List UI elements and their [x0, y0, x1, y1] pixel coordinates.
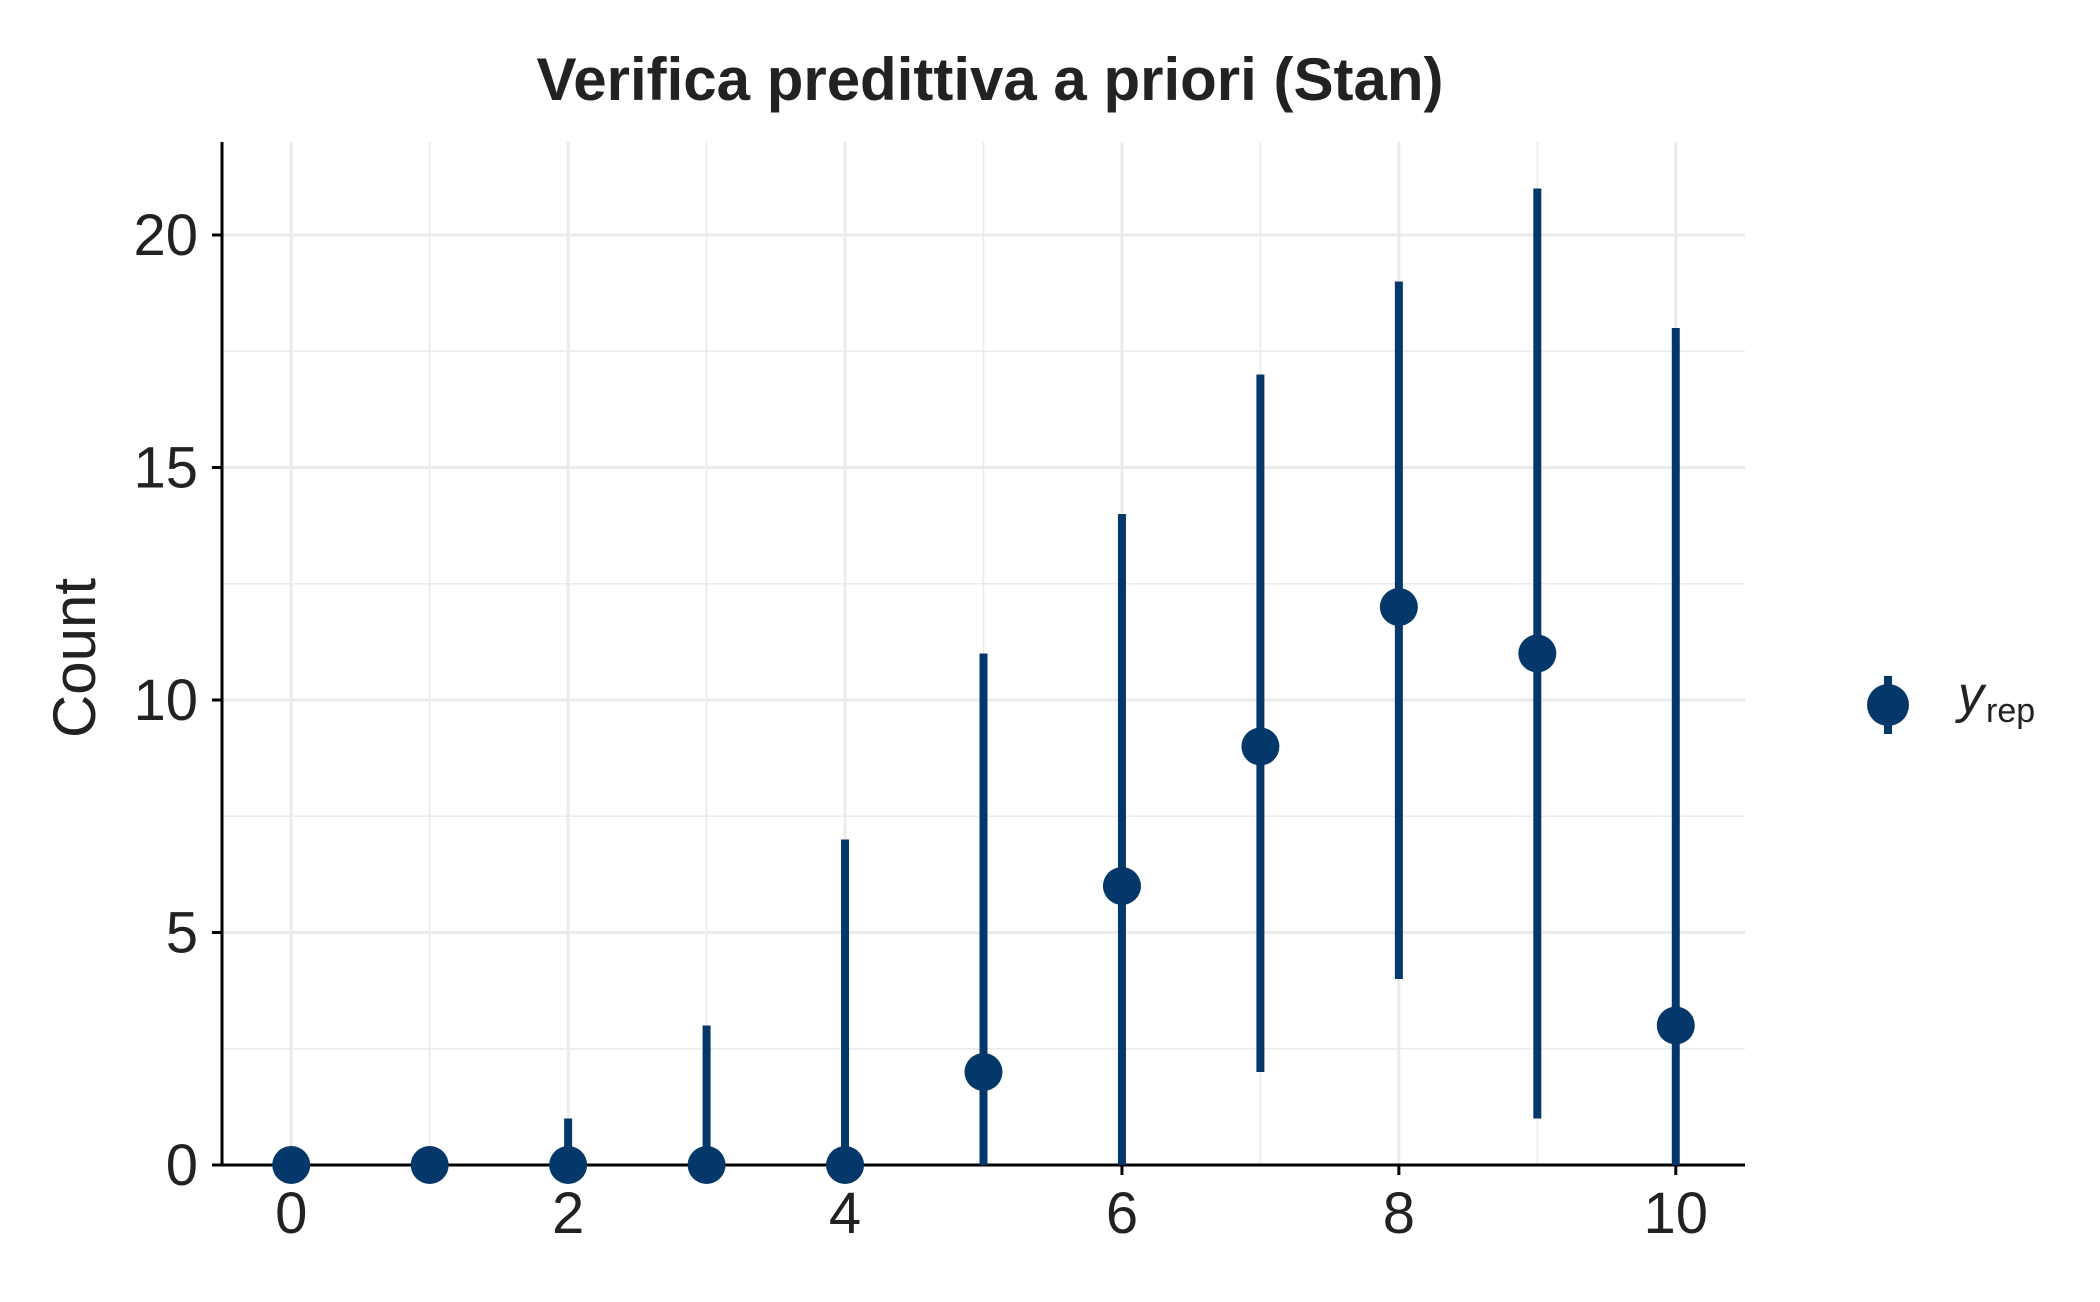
x-tick-label: 8: [1383, 1181, 1415, 1246]
x-tick-label: 0: [275, 1181, 307, 1246]
legend-key-point: [1867, 684, 1909, 726]
y-tick-label: 20: [133, 203, 198, 268]
data-point: [826, 1146, 865, 1184]
y-tick-label: 15: [133, 436, 198, 501]
chart-title: Verifica predittiva a priori (Stan): [537, 46, 1444, 113]
y-tick-label: 0: [166, 1133, 198, 1198]
x-tick-label: 4: [829, 1181, 861, 1246]
legend-key-y-rep: [1867, 676, 1909, 734]
axes-layer: 0 2 4 6 8 10 0 5 10 15 20: [133, 142, 1745, 1246]
x-tick-label: 10: [1644, 1181, 1709, 1246]
data-point: [1102, 867, 1141, 905]
legend-label-sub: rep: [1986, 692, 2035, 730]
data-point: [1518, 634, 1557, 673]
x-tick-label: 6: [1106, 1181, 1138, 1246]
legend-label: yrep: [1955, 666, 2035, 730]
data-point: [964, 1053, 1003, 1091]
data-point: [549, 1146, 588, 1184]
marks-layer: [272, 188, 1695, 1184]
data-point: [272, 1146, 311, 1184]
data-point: [687, 1146, 726, 1184]
data-point: [410, 1146, 449, 1184]
legend-label-main: y: [1955, 666, 1987, 724]
y-axis-label: Count: [41, 578, 108, 738]
data-point: [1379, 588, 1418, 626]
y-tick-label: 10: [133, 668, 198, 733]
data-point: [1241, 727, 1280, 766]
legend: yrep: [1867, 666, 2035, 734]
data-point: [1656, 1006, 1695, 1045]
y-tick-label: 5: [166, 901, 198, 966]
x-tick-label: 2: [552, 1181, 584, 1246]
